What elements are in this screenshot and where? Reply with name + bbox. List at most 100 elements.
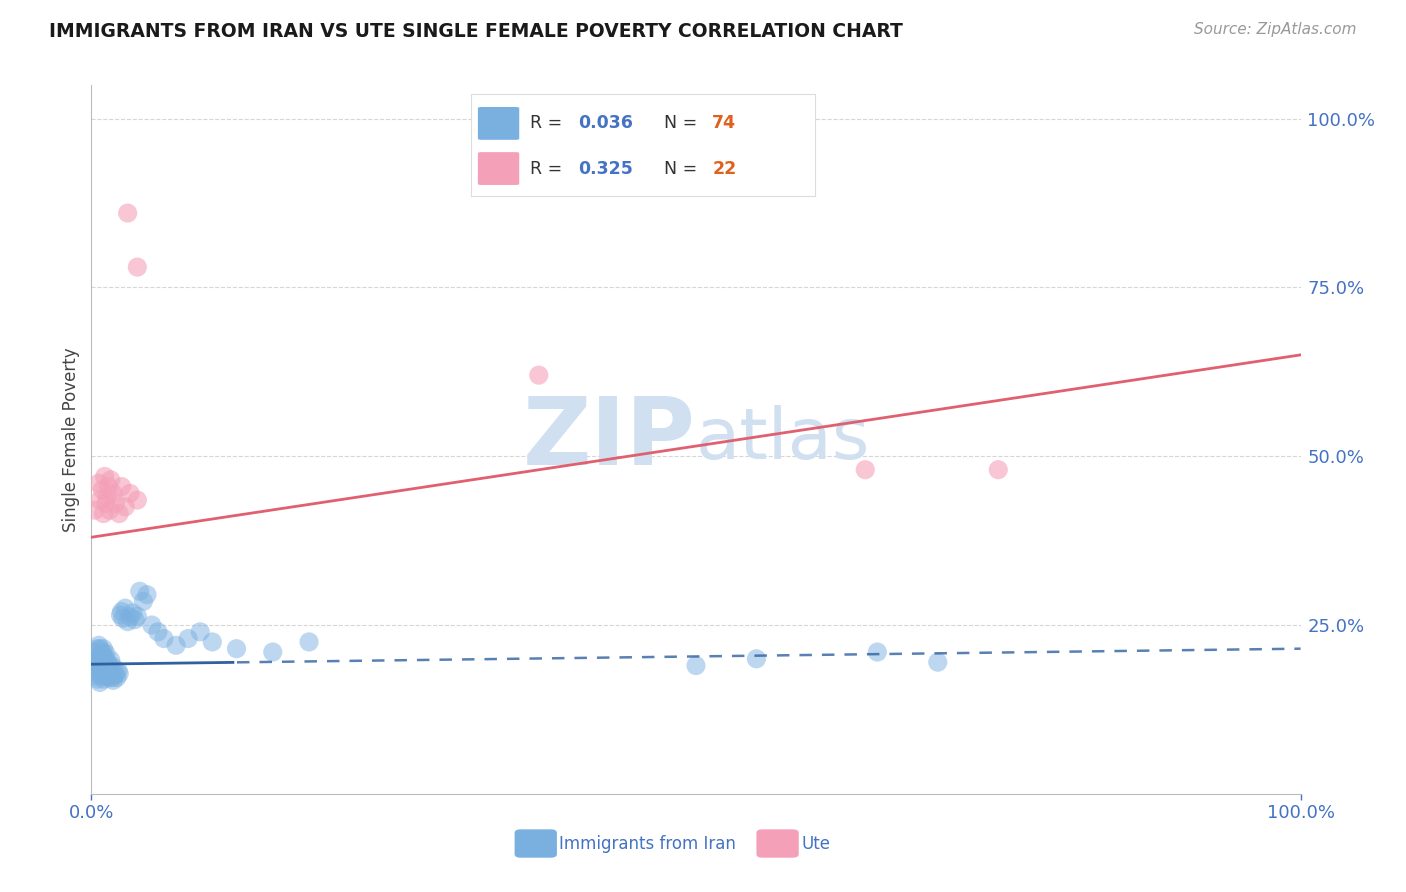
Point [107, 664, 129, 678]
Point [120, 486, 142, 500]
FancyBboxPatch shape [515, 830, 557, 858]
Point [93, 652, 115, 666]
FancyBboxPatch shape [756, 830, 799, 858]
Point [94, 657, 117, 672]
Y-axis label: Single Female Poverty: Single Female Poverty [62, 347, 80, 532]
Point [93, 672, 115, 686]
Point [93, 469, 115, 483]
Point [136, 588, 159, 602]
Point [87, 476, 110, 491]
Text: 74: 74 [713, 114, 737, 132]
Point [866, 645, 889, 659]
Point [84, 652, 107, 666]
Text: N =: N = [664, 160, 703, 178]
Point [103, 669, 125, 683]
Text: ZIP: ZIP [523, 393, 696, 485]
Point [121, 606, 143, 620]
Point [86, 655, 108, 669]
Point [84, 645, 107, 659]
Point [927, 655, 949, 669]
Point [93, 669, 115, 683]
Text: 0.036: 0.036 [578, 114, 633, 132]
Point [127, 260, 149, 274]
Point [132, 594, 155, 608]
Point [96, 654, 118, 668]
Point [104, 666, 127, 681]
Point [101, 671, 124, 685]
Point [110, 607, 132, 622]
Point [98, 503, 121, 517]
Text: R =: R = [530, 114, 567, 132]
Point [108, 507, 131, 521]
Point [93, 662, 115, 676]
Point [90, 648, 112, 663]
Point [108, 666, 131, 681]
Text: Immigrants from Iran: Immigrants from Iran [560, 835, 737, 853]
Point [91, 665, 114, 680]
Point [101, 673, 124, 688]
Point [114, 601, 136, 615]
Point [91, 645, 114, 659]
Point [91, 655, 114, 669]
Point [89, 675, 111, 690]
Point [97, 480, 120, 494]
Point [120, 610, 142, 624]
Point [87, 665, 110, 680]
Point [225, 641, 247, 656]
Point [114, 500, 136, 514]
Point [111, 611, 134, 625]
Point [89, 652, 111, 666]
Point [127, 493, 149, 508]
Point [127, 609, 149, 624]
Point [97, 668, 120, 682]
Text: Ute: Ute [801, 835, 830, 853]
Point [101, 486, 124, 500]
Point [94, 666, 117, 681]
Point [527, 368, 550, 383]
Point [89, 641, 111, 656]
Point [111, 605, 132, 619]
Point [201, 635, 224, 649]
Point [87, 638, 110, 652]
Point [94, 496, 117, 510]
Point [97, 657, 120, 671]
Point [141, 618, 163, 632]
Point [93, 658, 115, 673]
Point [84, 503, 107, 517]
Text: R =: R = [530, 160, 567, 178]
Point [117, 615, 139, 629]
Point [93, 507, 115, 521]
Point [117, 206, 139, 220]
Text: N =: N = [664, 114, 703, 132]
Point [146, 624, 169, 639]
Point [87, 655, 110, 669]
FancyBboxPatch shape [478, 153, 519, 185]
Point [188, 624, 211, 639]
Point [96, 490, 118, 504]
Text: Source: ZipAtlas.com: Source: ZipAtlas.com [1194, 22, 1357, 37]
Point [84, 658, 107, 673]
Point [89, 493, 111, 508]
Text: IMMIGRANTS FROM IRAN VS UTE SINGLE FEMALE POVERTY CORRELATION CHART: IMMIGRANTS FROM IRAN VS UTE SINGLE FEMAL… [49, 22, 903, 41]
Point [685, 658, 707, 673]
Point [104, 496, 127, 510]
Point [987, 463, 1010, 477]
Point [128, 584, 150, 599]
Point [298, 635, 321, 649]
Point [853, 463, 876, 477]
Point [745, 652, 768, 666]
Point [98, 671, 121, 685]
Point [93, 655, 115, 669]
Point [93, 641, 115, 656]
Point [96, 663, 118, 677]
FancyBboxPatch shape [478, 107, 519, 140]
Point [165, 638, 187, 652]
Point [84, 669, 107, 683]
Point [86, 641, 108, 656]
Point [100, 473, 122, 487]
Point [153, 632, 176, 646]
Text: 0.325: 0.325 [578, 160, 633, 178]
Point [86, 672, 108, 686]
Point [83, 662, 105, 676]
Point [98, 660, 121, 674]
